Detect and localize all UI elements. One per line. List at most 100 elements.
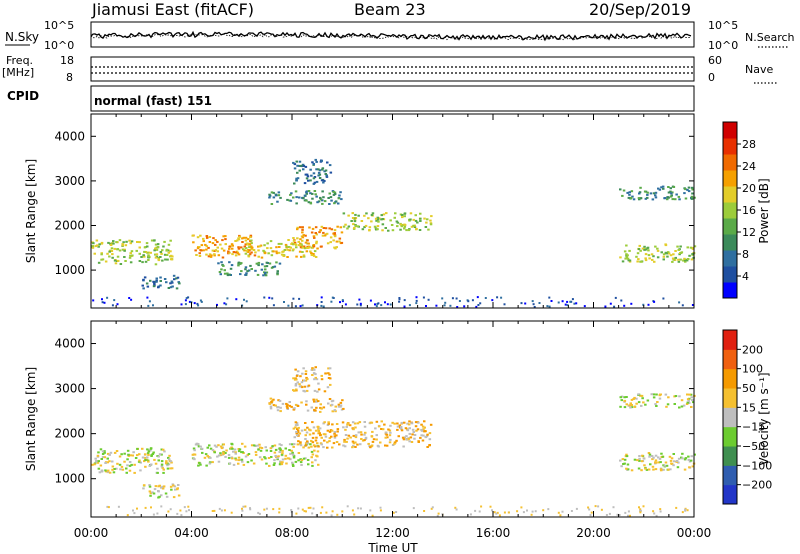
scatter-cell: [253, 444, 256, 447]
scatter-cell: [165, 254, 169, 256]
scatter-cell: [115, 467, 118, 470]
scatter-cell: [619, 459, 622, 462]
scatter-cell: [202, 237, 205, 240]
scatter-cell: [686, 246, 689, 249]
scatter-cell: [293, 182, 296, 185]
scatter-cell: [345, 440, 348, 443]
scatter-cell: [116, 255, 120, 258]
scatter-cell: [263, 251, 267, 254]
scatter-cell: [195, 442, 199, 445]
scatter-cell: [279, 406, 282, 409]
ground-scatter-cell: [330, 300, 333, 303]
scatter-cell: [654, 454, 658, 457]
scatter-cell: [299, 375, 302, 378]
scatter-cell: [200, 447, 204, 450]
scatter-cell: [412, 218, 415, 221]
scatter-cell: [295, 243, 298, 246]
scatter-cell: [264, 273, 267, 276]
ground-scatter-cell: [272, 508, 275, 511]
scatter-cell: [299, 441, 302, 444]
scatter-cell: [301, 251, 304, 253]
scatter-cell: [312, 245, 316, 248]
scatter-cell: [339, 191, 342, 194]
scatter-cell: [312, 177, 316, 180]
scatter-cell: [154, 253, 157, 256]
scatter-cell: [294, 368, 297, 371]
scatter-cell: [237, 459, 240, 462]
ground-scatter-cell: [590, 511, 593, 514]
scatter-cell: [356, 443, 359, 446]
scatter-cell: [311, 441, 315, 444]
noise-panel-frame: [90, 21, 695, 48]
scatter-cell: [401, 216, 404, 219]
scatter-cell: [658, 397, 662, 400]
scatter-cell: [363, 425, 367, 428]
scatter-cell: [326, 446, 329, 449]
scatter-cell: [101, 456, 105, 459]
scatter-cell: [141, 284, 144, 287]
scatter-cell: [112, 471, 116, 474]
ground-scatter-cell: [346, 505, 349, 508]
scatter-cell: [648, 455, 651, 458]
scatter-cell: [114, 262, 118, 265]
scatter-cell: [363, 439, 366, 442]
scatter-cell: [166, 258, 169, 261]
ground-scatter-cell: [491, 299, 494, 302]
scatter-cell: [685, 259, 689, 262]
ground-scatter-cell: [369, 509, 372, 512]
scatter-cell: [280, 463, 284, 466]
scatter-cell: [320, 225, 324, 228]
ground-scatter-cell: [258, 512, 261, 515]
scatter-cell: [391, 421, 394, 424]
scatter-cell: [652, 255, 655, 258]
scatter-cell: [416, 221, 419, 224]
scatter-cell: [232, 251, 236, 253]
scatter-cell: [118, 455, 122, 458]
ground-scatter-cell: [427, 298, 430, 301]
ground-scatter-cell: [303, 510, 306, 513]
scatter-cell: [341, 399, 344, 402]
scatter-cell: [319, 198, 323, 201]
scatter-cell: [322, 181, 325, 184]
scatter-cell: [384, 444, 387, 447]
scatter-cell: [429, 219, 432, 222]
ground-scatter-cell: [106, 296, 109, 299]
scatter-cell: [254, 445, 257, 447]
scatter-cell: [342, 426, 345, 429]
scatter-cell: [638, 192, 641, 195]
ground-scatter-cell: [639, 508, 642, 511]
scatter-cell: [667, 252, 671, 255]
scatter-cell: [298, 164, 302, 167]
scatter-cell: [367, 442, 370, 445]
scatter-cell: [351, 217, 355, 219]
scatter-cell: [290, 192, 293, 195]
scatter-cell: [296, 429, 300, 432]
scatter-cell: [414, 425, 418, 428]
scatter-cell: [271, 445, 274, 448]
scatter-cell: [256, 444, 259, 447]
scatter-cell: [360, 220, 364, 222]
scatter-cell: [312, 398, 315, 401]
scatter-cell: [91, 463, 94, 466]
scatter-cell: [302, 457, 306, 460]
ground-scatter-cell: [150, 506, 152, 509]
scatter-cell: [279, 448, 282, 451]
scatter-cell: [388, 429, 392, 432]
scatter-cell: [294, 460, 298, 463]
scatter-cell: [92, 242, 95, 245]
scatter-cell: [404, 427, 408, 430]
scatter-cell: [640, 460, 644, 463]
scatter-cell: [247, 255, 251, 258]
scatter-cell: [662, 187, 665, 190]
ground-scatter-cell: [156, 512, 159, 515]
scatter-cell: [154, 243, 158, 246]
scatter-cell: [320, 374, 323, 377]
scatter-cell: [637, 467, 641, 470]
scatter-cell: [119, 263, 123, 265]
ground-scatter-cell: [612, 506, 615, 509]
scatter-cell: [259, 446, 262, 449]
colorbar-tick-label: 200: [742, 343, 763, 356]
scatter-cell: [341, 421, 345, 424]
